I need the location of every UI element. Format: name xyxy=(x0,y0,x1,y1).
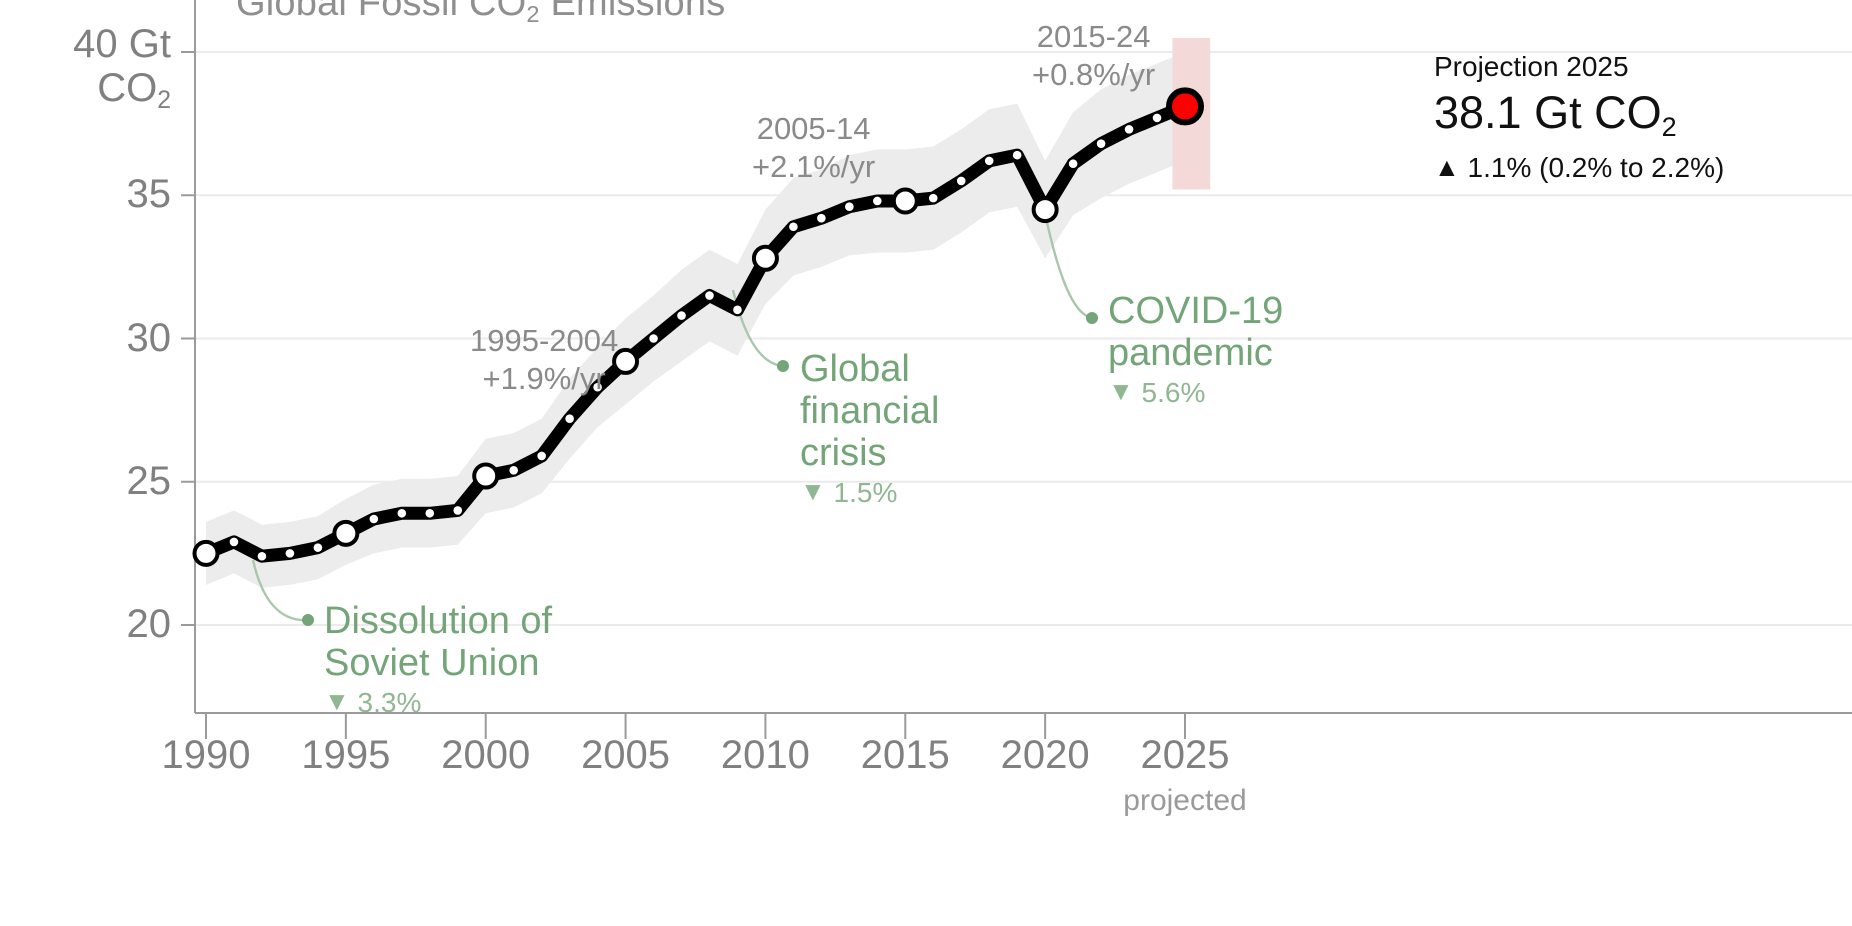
y-axis-tick-label: 25 xyxy=(126,458,172,503)
emissions-line xyxy=(199,99,1192,563)
projection-title: Projection 2025 xyxy=(1434,51,1629,82)
uncertainty-band-group xyxy=(206,52,1185,588)
event-annotation: Global financial crisis ▼ 1.5% xyxy=(800,348,939,510)
x-axis-tick-label: 1990 xyxy=(161,733,251,777)
event-annotation: Dissolution of Soviet Union ▼ 3.3% xyxy=(324,600,552,720)
projection-endpoint-marker xyxy=(1166,87,1204,126)
event-change-percent: ▼ 1.5% xyxy=(800,476,898,508)
page-title: Global Fossil CO2 Emissions xyxy=(236,0,726,27)
y-axis-tick-label: 20 xyxy=(126,602,172,646)
period-growth-label: 2005-14 +2.1%/yr xyxy=(752,110,875,186)
chart-title-text: Global Fossil CO xyxy=(236,0,527,24)
gridlines-group xyxy=(195,51,1852,626)
period-growth-label: 1995-2004 +1.9%/yr xyxy=(470,322,618,398)
yearly-data-markers xyxy=(229,113,1162,561)
event-annotation: COVID-19 pandemic ▼ 5.6% xyxy=(1108,290,1283,410)
x-axis-tick-label: 2025 xyxy=(1140,733,1230,777)
projection-callout: Projection 2025 38.1 Gt CO2 ▲ 1.1% (0.2%… xyxy=(1434,50,1724,186)
x-axis-tick-label: 2010 xyxy=(720,733,810,777)
period-range: 1995-2004 xyxy=(470,323,619,358)
x-axis-tick-label: 2020 xyxy=(1000,733,1090,777)
y-axis-tick-label: 30 xyxy=(126,315,172,360)
y-axis-tick-label: 35 xyxy=(126,172,172,217)
x-axis-tick-label: 2015 xyxy=(860,733,950,777)
x-axis-tick-label: 2005 xyxy=(581,733,671,777)
period-growth-label: 2015-24 +0.8%/yr xyxy=(1032,18,1155,94)
x-axis-projected-note: projected xyxy=(1123,784,1247,817)
projection-delta-text: 1.1% (0.2% to 2.2%) xyxy=(1467,152,1725,183)
event-label-line: financial xyxy=(800,390,940,432)
x-axis-tick-label: 1995 xyxy=(301,733,391,777)
projection-value-number: 38.1 Gt CO xyxy=(1434,87,1662,138)
event-label-line: Dissolution of xyxy=(324,600,553,642)
triangle-down-icon: ▼ xyxy=(800,476,826,506)
period-rate: +0.8%/yr xyxy=(1032,57,1156,92)
period-rate: +1.9%/yr xyxy=(482,361,606,396)
triangle-down-icon: ▼ xyxy=(324,686,350,716)
x-axis-tick-label: 2000 xyxy=(441,733,531,777)
period-range: 2005-14 xyxy=(756,111,871,146)
event-label-line: Soviet Union xyxy=(324,642,540,684)
event-label-line: Global xyxy=(800,348,910,390)
event-label-line: COVID-19 xyxy=(1108,290,1284,332)
event-change-percent: ▼ 3.3% xyxy=(324,686,422,718)
event-change-percent: ▼ 5.6% xyxy=(1108,376,1206,408)
y-axis-tick-label: 40 Gt CO2 xyxy=(73,22,171,114)
five-year-data-markers xyxy=(192,187,1059,567)
projection-value-subscript: 2 xyxy=(1661,112,1677,142)
axis-lines-group xyxy=(181,0,1852,739)
triangle-down-icon: ▼ xyxy=(1108,376,1134,406)
projection-value: 38.1 Gt CO2 xyxy=(1434,86,1724,146)
projection-delta: ▲ 1.1% (0.2% to 2.2%) xyxy=(1434,150,1724,186)
period-rate: +2.1%/yr xyxy=(752,149,876,184)
event-label-line: pandemic xyxy=(1108,332,1273,374)
triangle-up-icon: ▲ xyxy=(1434,152,1460,182)
annotation-leader-lines xyxy=(251,217,1098,626)
period-range: 2015-24 xyxy=(1036,19,1151,54)
event-label-line: crisis xyxy=(800,432,887,474)
chart-title-suffix: Emissions xyxy=(539,0,726,24)
chart-title-subscript: 2 xyxy=(526,1,540,27)
